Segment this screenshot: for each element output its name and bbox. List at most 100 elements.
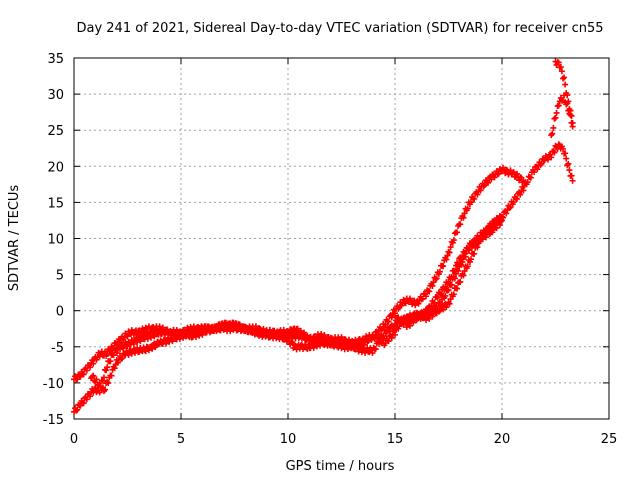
- data-point: [467, 199, 474, 206]
- y-tick-label: 25: [47, 124, 64, 139]
- chart-title: Day 241 of 2021, Sidereal Day-to-day VTE…: [76, 21, 603, 36]
- data-point: [113, 349, 120, 356]
- data-point: [446, 300, 453, 307]
- data-point: [431, 299, 438, 306]
- data-point: [382, 330, 389, 337]
- data-point: [74, 376, 81, 383]
- data-point: [424, 310, 431, 317]
- data-point: [500, 214, 507, 221]
- data-point: [87, 393, 94, 400]
- data-point: [506, 205, 513, 212]
- data-point: [457, 221, 464, 228]
- data-point: [111, 365, 118, 372]
- data-point: [431, 308, 438, 315]
- data-point: [553, 109, 560, 116]
- data-point: [450, 237, 457, 244]
- data-point: [503, 210, 510, 217]
- data-point: [510, 199, 517, 206]
- data-point: [285, 334, 291, 341]
- grid: [74, 58, 609, 419]
- y-tick-label: 15: [47, 196, 64, 211]
- data-point: [441, 286, 448, 293]
- data-point: [395, 314, 402, 321]
- data-point: [388, 314, 395, 321]
- data-point: [163, 340, 170, 347]
- data-point: [393, 323, 400, 330]
- data-point: [434, 294, 441, 301]
- data-point: [297, 327, 304, 334]
- data-point: [274, 331, 281, 338]
- data-point: [372, 346, 379, 353]
- data-point: [455, 261, 462, 268]
- data-point: [252, 323, 259, 330]
- data-point: [90, 372, 97, 379]
- data-point: [125, 352, 132, 359]
- data-point: [438, 301, 445, 308]
- data-point: [375, 340, 382, 347]
- data-point: [107, 348, 114, 355]
- data-point: [564, 92, 571, 99]
- data-point: [569, 177, 576, 184]
- data-point: [538, 160, 545, 167]
- data-point: [558, 68, 565, 75]
- series-track-e: [548, 92, 576, 139]
- data-point: [467, 241, 474, 248]
- data-point: [464, 205, 471, 212]
- data-point: [436, 268, 443, 275]
- data-point: [119, 355, 126, 362]
- data-point: [513, 170, 520, 177]
- data-point: [333, 339, 340, 346]
- data-point: [142, 348, 149, 355]
- data-point: [469, 242, 476, 249]
- data-point: [562, 81, 569, 88]
- data-point: [569, 119, 576, 126]
- data-point: [273, 335, 280, 342]
- data-point: [93, 376, 100, 383]
- data-point: [192, 333, 199, 340]
- data-point: [461, 268, 468, 275]
- data-point: [531, 169, 538, 176]
- data-point: [517, 191, 524, 198]
- data-point: [233, 320, 240, 327]
- data-point: [80, 371, 87, 378]
- data-point: [555, 59, 562, 66]
- data-point: [465, 246, 472, 253]
- data-point: [145, 347, 152, 354]
- data-point: [555, 141, 562, 148]
- data-point: [426, 288, 433, 295]
- data-point: [510, 169, 517, 176]
- data-point: [247, 325, 254, 332]
- data-point: [443, 256, 450, 263]
- series-track-d: [392, 141, 576, 331]
- data-point: [448, 273, 455, 280]
- data-point: [130, 340, 137, 347]
- data-point: [457, 278, 464, 285]
- data-point: [385, 338, 392, 345]
- data-point: [176, 335, 183, 342]
- data-point: [142, 324, 149, 331]
- data-point: [301, 329, 308, 336]
- data-point: [551, 149, 558, 156]
- data-point: [561, 74, 568, 81]
- data-point: [493, 220, 500, 227]
- data-point: [110, 352, 117, 359]
- x-axis-label: GPS time / hours: [286, 459, 395, 474]
- data-point: [73, 407, 80, 414]
- data-point: [148, 334, 155, 341]
- data-point: [149, 345, 156, 352]
- data-point: [392, 331, 398, 338]
- data-point: [549, 130, 556, 137]
- data-point: [442, 292, 449, 299]
- data-point: [471, 250, 478, 257]
- data-point: [500, 164, 507, 171]
- data-point: [83, 367, 90, 374]
- data-marks: [71, 58, 576, 415]
- y-tick-label: 10: [47, 233, 64, 248]
- data-point: [557, 64, 564, 71]
- data-point: [550, 124, 557, 131]
- y-tick-label: 0: [56, 305, 64, 320]
- axis-ticks: 0 5 10 15 20 25 -15 -10 -5 0 5 10 15 20 25 30 35: [43, 52, 618, 447]
- data-point: [360, 338, 367, 345]
- data-point: [76, 372, 83, 379]
- data-point: [534, 166, 541, 173]
